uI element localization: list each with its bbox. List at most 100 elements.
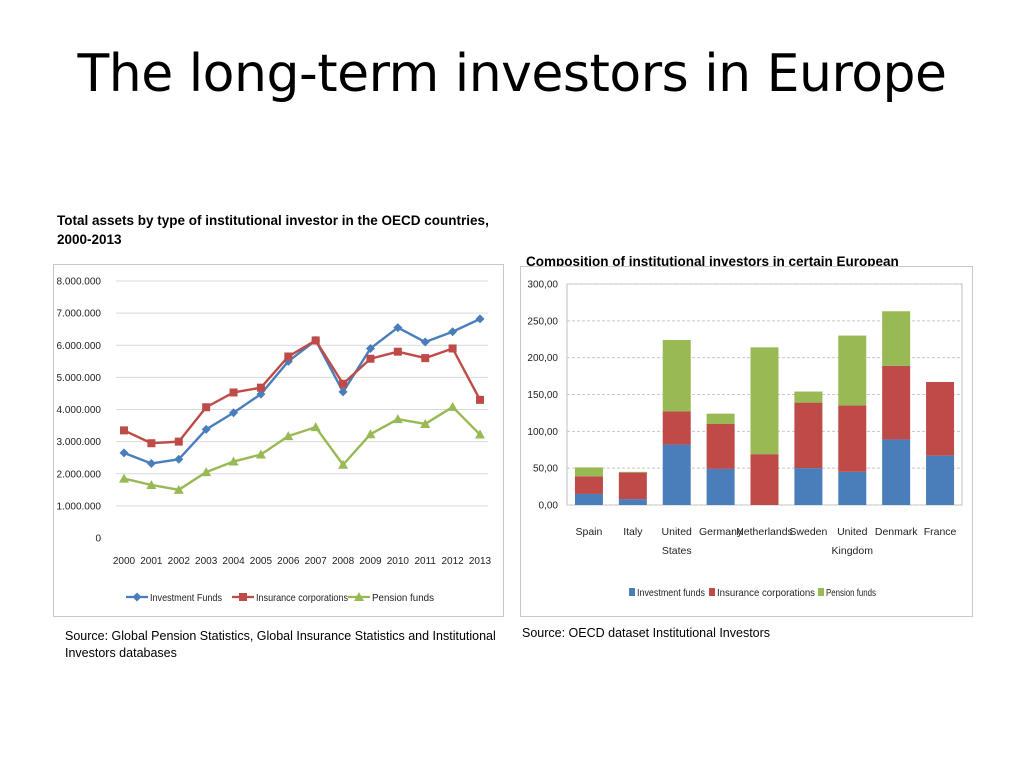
x-tick-label: Netherlands: [736, 526, 793, 538]
legend-item: Pension funds: [348, 592, 434, 604]
x-tick-label: 2001: [140, 556, 163, 567]
data-point: [255, 449, 266, 459]
x-tick-label: 2007: [305, 556, 328, 567]
x-tick-label: 2008: [332, 556, 355, 567]
x-tick-label: 2013: [469, 556, 492, 567]
bar-segment: [574, 467, 603, 477]
data-point: [392, 414, 403, 424]
series-line: [123, 405, 481, 492]
x-tick-label: 2005: [250, 556, 273, 567]
data-point: [174, 437, 183, 446]
y-tick-label: 150,00: [527, 390, 558, 401]
y-tick-label: 0,00: [539, 501, 559, 512]
line-chart-panel: 0 1.000.000 2.000.000 3.000.000 4.000.000 5.0…: [53, 264, 504, 617]
x-tick-label: Italy: [623, 526, 643, 538]
data-point: [284, 352, 293, 361]
legend-swatch: [629, 588, 635, 596]
x-tick-label: 2000: [113, 556, 136, 567]
data-point: [146, 479, 157, 489]
data-point: [119, 448, 129, 458]
x-tick-label: 2004: [222, 556, 245, 567]
legend-item: Investment Funds: [126, 592, 222, 604]
legend-label: Pension funds: [372, 592, 434, 604]
y-tick-label: 5.000.000: [57, 373, 102, 384]
data-point: [256, 383, 265, 392]
y-tick-label: 2.000.000: [57, 469, 102, 480]
series-pension-funds: [119, 401, 485, 494]
series-line: [123, 339, 482, 445]
legend-label: Insurance corporations: [256, 592, 348, 604]
legend: Investment funds Insurance corporations Pe…: [629, 587, 876, 599]
bar-segment: [926, 381, 955, 456]
bar-segment: [662, 411, 691, 445]
bar-segment: [750, 347, 779, 455]
data-point: [366, 354, 375, 363]
data-point: [310, 422, 321, 432]
bar-segment: [882, 365, 911, 440]
bar-segment: [662, 339, 691, 412]
legend-label: Investment funds: [637, 587, 705, 599]
right-source-note: Source: OECD dataset Institutional Inves…: [522, 626, 771, 640]
data-point: [229, 408, 239, 418]
data-point: [338, 387, 348, 397]
y-tick-label: 8.000.000: [57, 277, 102, 288]
data-point: [339, 379, 348, 388]
y-tick-label: 7.000.000: [57, 309, 102, 320]
legend-item: Insurance corporations: [709, 587, 815, 599]
data-point: [421, 354, 430, 363]
x-tick-label: 2003: [195, 556, 218, 567]
y-tick-label: 50,00: [533, 464, 558, 475]
legend: Investment Funds Insurance corporations Pe…: [126, 592, 434, 604]
x-tick-label: Kingdom: [832, 545, 874, 557]
x-tick-label: United: [837, 526, 868, 538]
left-chart-caption: Total assets by type of institutional in…: [57, 213, 489, 247]
x-tick-label: France: [924, 526, 957, 538]
legend-label: Pension funds: [826, 587, 876, 599]
data-point: [393, 323, 403, 333]
bar-segment: [706, 413, 735, 424]
data-point: [420, 418, 431, 428]
y-tick-label: 0: [95, 534, 101, 545]
legend-marker: [354, 592, 364, 601]
y-tick-label: 100,00: [527, 427, 558, 438]
y-tick-label: 3.000.000: [57, 437, 102, 448]
y-tick-label: 300,00: [527, 280, 558, 291]
x-tick-label: 2002: [168, 556, 191, 567]
data-point: [475, 429, 485, 439]
bar-segment: [794, 391, 823, 403]
data-point: [201, 467, 212, 477]
data-point: [229, 388, 238, 397]
line-chart: 0 1.000.000 2.000.000 3.000.000 4.000.000 5.0…: [57, 277, 492, 605]
data-point: [420, 337, 430, 347]
bar-segment: [662, 444, 691, 505]
bar-segment: [838, 471, 867, 505]
bar-segment: [574, 476, 603, 494]
bar-chart-panel: 0,00 50,00 100,00 150,00 200,00 250,00 300,00 S…: [520, 266, 973, 617]
x-tick-label: Denmark: [875, 526, 918, 538]
legend-swatch: [818, 588, 824, 596]
data-point: [393, 347, 402, 356]
data-point: [338, 459, 349, 469]
y-tick-label: 250,00: [527, 316, 558, 327]
data-point: [311, 336, 320, 345]
legend-label: Investment Funds: [150, 592, 222, 604]
data-point: [147, 439, 156, 448]
y-tick-label: 200,00: [527, 353, 558, 364]
bar-segment: [618, 499, 647, 505]
data-point: [447, 401, 458, 411]
data-point: [120, 426, 128, 435]
bar-segment: [926, 455, 955, 505]
x-tick-label: Germany: [699, 526, 743, 538]
bar-segment: [794, 468, 823, 505]
bar-segment: [838, 335, 867, 406]
legend-item: Insurance corporations: [232, 592, 348, 604]
x-tick-label: States: [662, 545, 692, 557]
data-point: [201, 424, 211, 434]
x-tick-label: 2006: [277, 556, 300, 567]
data-point: [365, 343, 375, 353]
bar-segment: [574, 493, 603, 505]
series-line: [123, 317, 481, 465]
series-investment-funds: [119, 314, 485, 468]
y-tick-label: 4.000.000: [57, 405, 102, 416]
x-tick-label: 2010: [387, 556, 410, 567]
